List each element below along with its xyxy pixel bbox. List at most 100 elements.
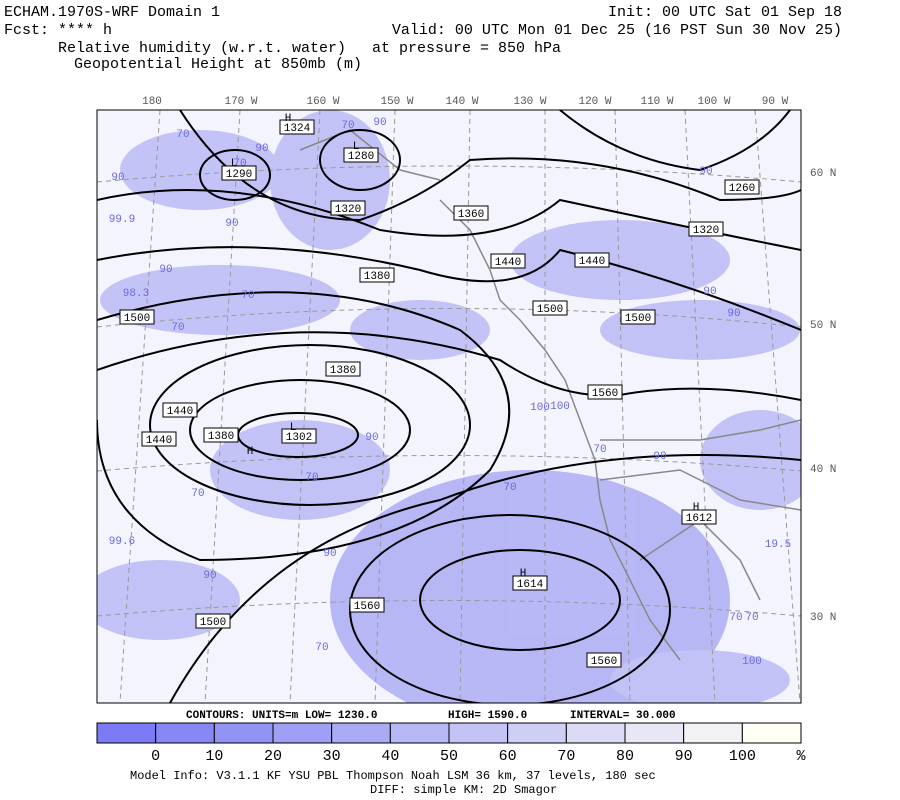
contour-label-box xyxy=(330,200,366,216)
contour-label-box xyxy=(221,165,257,181)
contour-label-box xyxy=(681,509,717,525)
colorbar-swatch xyxy=(624,722,685,744)
annotations: 180 170 W 160 W 150 W 140 W 130 W 120 W 110 W 10… xyxy=(109,96,837,668)
contour-label: 1560 xyxy=(354,601,380,613)
latitude-label: 50 N xyxy=(810,320,836,332)
height-contours xyxy=(97,110,801,703)
contour-label-box xyxy=(586,652,622,668)
longitude-label: 140 W xyxy=(445,96,478,108)
colorbar-swatch xyxy=(389,722,450,744)
coastline xyxy=(299,129,801,661)
humidity-label: 90 xyxy=(699,166,712,178)
contour-label: 1500 xyxy=(625,313,651,325)
contour-label-box xyxy=(281,428,317,444)
contour-label: 1500 xyxy=(537,304,563,316)
pressure-center: H xyxy=(693,502,700,514)
humidity-label: 90 xyxy=(255,143,268,155)
contour-label-box xyxy=(279,119,315,135)
contour-label-box xyxy=(203,427,239,443)
contour-label: 1280 xyxy=(348,151,374,163)
pressure-center: L xyxy=(353,141,360,153)
model-info: Model Info: V3.1.1 KF YSU PBL Thompson N… xyxy=(130,769,656,783)
colorbar-swatch xyxy=(565,722,626,744)
colorbar-swatch xyxy=(507,722,567,744)
contour-label: 1500 xyxy=(124,313,150,325)
humidity-label: 99.9 xyxy=(109,214,135,226)
contour-label-box xyxy=(359,267,395,283)
humidity-label: 90 xyxy=(703,286,716,298)
contour-label: 1320 xyxy=(335,204,361,216)
longitude-label: 160 W xyxy=(306,96,339,108)
humidity-label: 70 xyxy=(503,482,516,494)
header-title: ECHAM.1970S-WRF Domain 1 xyxy=(4,4,220,21)
longitude-label: 170 W xyxy=(224,96,257,108)
colorbar-swatch xyxy=(155,722,215,744)
longitude-label: 150 W xyxy=(380,96,413,108)
humidity-label: 100 xyxy=(742,656,762,668)
colorbar-label: 10 xyxy=(205,748,223,765)
contour-label: 1440 xyxy=(167,406,193,418)
colorbar-label: 70 xyxy=(557,748,575,765)
contour-label-box xyxy=(490,253,526,269)
humidity-label: 99.6 xyxy=(109,536,135,548)
longitude-label: 130 W xyxy=(513,96,546,108)
contour-label: 1440 xyxy=(146,435,172,447)
colorbar-swatch xyxy=(331,722,391,744)
contour-label-box xyxy=(349,597,385,613)
colorbar-label: 90 xyxy=(675,748,693,765)
humidity-label: 98.3 xyxy=(123,288,149,300)
header-pressure: at pressure = 850 hPa xyxy=(372,40,561,57)
latitude-label: 60 N xyxy=(810,168,836,180)
contour-label: 1440 xyxy=(495,257,521,269)
humidity-label: 70 xyxy=(341,120,354,132)
contour-label-box xyxy=(343,147,379,163)
humidity-label: 100 xyxy=(550,401,570,413)
colorbar-label: 50 xyxy=(440,748,458,765)
header-field: Geopotential Height at 850mb (m) xyxy=(74,56,362,73)
latitude-label: 30 N xyxy=(810,612,836,624)
humidity-label: 70 xyxy=(745,612,758,624)
colorbar-swatch xyxy=(272,722,333,744)
humidity-label: 90 xyxy=(373,117,386,129)
humidity-label: 70 xyxy=(176,129,189,141)
contour-units: CONTOURS: UNITS=m LOW= 1230.0 xyxy=(186,710,377,722)
humidity-label: 90 xyxy=(323,548,336,560)
graticule xyxy=(97,110,801,703)
contour-label: 1380 xyxy=(364,271,390,283)
contour-label-box xyxy=(620,309,656,325)
pressure-center: H xyxy=(285,113,292,125)
contour-label-box xyxy=(195,613,231,629)
contour-label: 1614 xyxy=(517,579,544,591)
humidity-label: 70 xyxy=(729,612,742,624)
humidity-label: 70 xyxy=(305,472,318,484)
humidity-label: 100 xyxy=(530,402,550,414)
humidity-label: 70 xyxy=(593,444,606,456)
contour-label: 1302 xyxy=(286,432,312,444)
colorbar-label: 60 xyxy=(499,748,517,765)
contour-label-box xyxy=(141,431,177,447)
pressure-center: H xyxy=(247,446,254,458)
contour-label-box xyxy=(325,361,361,377)
humidity-label: 90 xyxy=(225,218,238,230)
longitude-label: 120 W xyxy=(578,96,611,108)
humidity-label: 70 xyxy=(315,642,328,654)
humidity-label: 90 xyxy=(111,172,124,184)
colorbar-swatch xyxy=(683,722,743,744)
longitude-label: 110 W xyxy=(640,96,673,108)
humidity-label: 90 xyxy=(653,451,666,463)
contour-label-box xyxy=(574,252,610,268)
header-valid: Valid: 00 UTC Mon 01 Dec 25 (16 PST Sun … xyxy=(392,22,842,39)
contour-label: 1324 xyxy=(284,123,311,135)
header-forecast: Fcst: **** h xyxy=(4,22,112,39)
contour-high: HIGH= 1590.0 xyxy=(448,710,527,722)
humidity-label: 70 xyxy=(171,322,184,334)
pressure-center: H xyxy=(520,568,527,580)
contour-label-box xyxy=(162,402,198,418)
contour-label: 1360 xyxy=(458,209,484,221)
contour-label-box xyxy=(453,205,489,221)
header: ECHAM.1970S-WRF Domain 1 Fcst: **** h Re… xyxy=(4,4,842,73)
latitude-label: 40 N xyxy=(810,464,836,476)
contour-label: 1320 xyxy=(693,225,719,237)
